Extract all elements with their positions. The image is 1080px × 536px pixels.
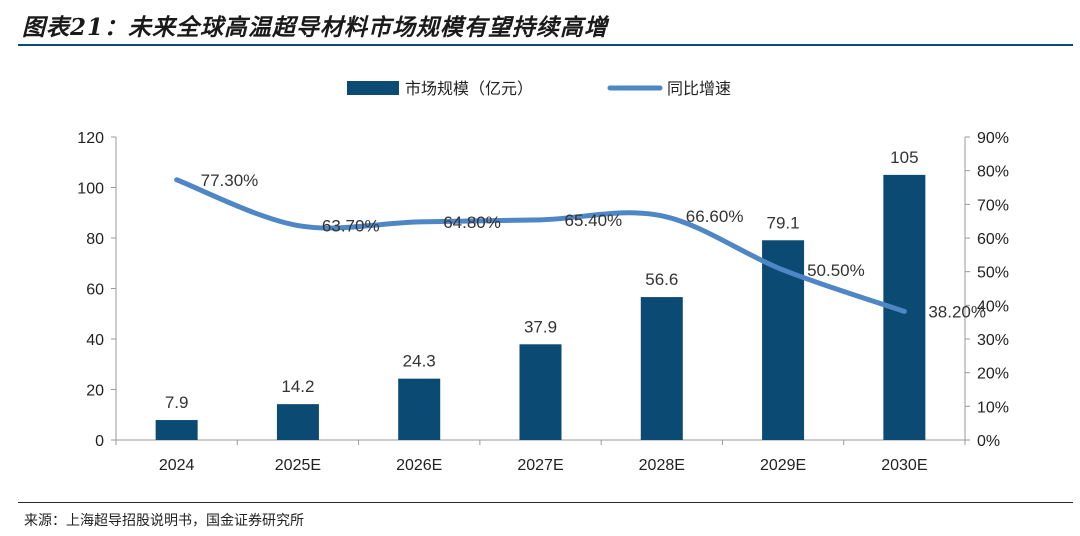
x-tick-label: 2028E [639, 457, 685, 474]
right-tick-label: 70% [977, 197, 1009, 214]
x-tick-label: 2026E [396, 457, 442, 474]
legend-bar-swatch [347, 81, 399, 95]
line-value-label: 63.70% [322, 217, 380, 236]
bar-value-label: 79.1 [767, 213, 800, 232]
bar-value-label: 105 [890, 148, 918, 167]
x-tick-label: 2029E [760, 457, 806, 474]
right-tick-label: 20% [977, 366, 1009, 383]
line-value-label: 50.50% [807, 261, 865, 280]
bar [519, 344, 562, 440]
source-note: 来源：上海超导招股说明书，国金证券研究所 [24, 513, 304, 529]
bar-value-label: 7.9 [165, 393, 189, 412]
bar-value-label: 56.6 [645, 270, 678, 289]
bar-series [155, 174, 926, 440]
line-value-label: 64.80% [443, 213, 501, 232]
line-series [174, 177, 907, 314]
line-value-label: 38.20% [928, 302, 986, 321]
line-value-label: 65.40% [565, 211, 623, 230]
x-tick-label: 2030E [881, 457, 927, 474]
bar-value-label: 14.2 [281, 377, 314, 396]
right-tick-label: 50% [977, 265, 1009, 282]
figure-title: 图表21：未来全球高温超导材料市场规模有望持续高增 [22, 14, 609, 41]
x-tick-label: 2024 [159, 457, 195, 474]
bar [398, 378, 441, 440]
legend-bar-label: 市场规模（亿元） [405, 79, 533, 98]
left-tick-label: 60 [86, 282, 104, 299]
left-tick-label: 20 [86, 383, 104, 400]
line-value-label: 66.60% [686, 207, 744, 226]
source-rule [18, 502, 1073, 503]
line-value-label: 77.30% [201, 171, 259, 190]
left-tick-label: 0 [95, 433, 104, 450]
bar-value-label: 37.9 [524, 317, 557, 336]
right-tick-label: 30% [977, 332, 1009, 349]
chart-axes: 0 20 40 60 80 100 120 0% 10% 20% 30% 40% 50% 60% 70% 80… [77, 130, 1009, 474]
chart-legend: 市场规模（亿元） 同比增速 [347, 79, 731, 98]
left-tick-label: 80 [86, 231, 104, 248]
right-tick-label: 10% [977, 399, 1009, 416]
title-rule [18, 44, 1073, 46]
bar [640, 297, 683, 440]
right-tick-label: 90% [977, 130, 1009, 147]
x-tick-label: 2027E [517, 457, 563, 474]
right-tick-label: 80% [977, 164, 1009, 181]
bar [155, 420, 198, 440]
left-tick-label: 40 [86, 332, 104, 349]
left-tick-label: 100 [77, 181, 104, 198]
x-tick-label: 2025E [275, 457, 321, 474]
data-labels: 7.9 14.2 24.3 37.9 56.6 79.1 105 77.30% 63.70% 64… [165, 148, 986, 412]
right-tick-label: 0% [977, 433, 1000, 450]
bar-value-label: 24.3 [403, 352, 436, 371]
legend-line-label: 同比增速 [667, 79, 731, 98]
right-tick-label: 60% [977, 231, 1009, 248]
left-tick-label: 120 [77, 130, 104, 147]
right-tick-label: 40% [977, 298, 1009, 315]
bar [276, 404, 319, 440]
